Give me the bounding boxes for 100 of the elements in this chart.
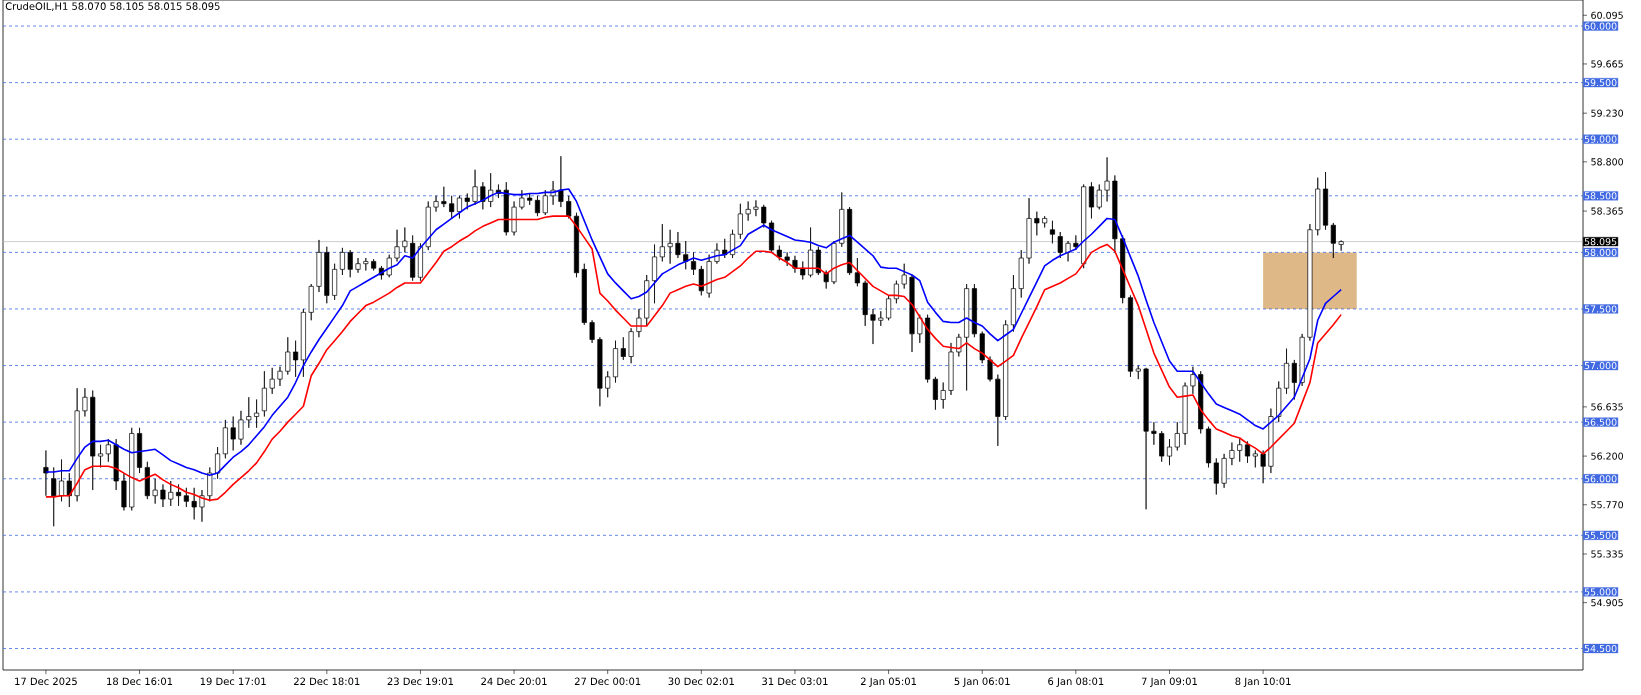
candlestick [1081, 184, 1087, 269]
candlestick [870, 308, 876, 345]
candlestick [152, 478, 158, 504]
candlestick [1229, 442, 1235, 466]
candlestick [402, 227, 408, 253]
candlestick [706, 254, 712, 298]
y-tick-label: 55.335 [1591, 550, 1623, 558]
candlestick [1042, 215, 1048, 228]
candlestick [932, 376, 938, 411]
y-tick-label: 56.635 [1591, 403, 1623, 411]
candlestick [90, 390, 96, 491]
candlestick [925, 314, 931, 383]
candlestick [847, 206, 853, 276]
candlestick [784, 252, 790, 267]
ref-line-label: 60.000 [1584, 22, 1617, 30]
candlestick [1205, 426, 1212, 468]
candlestick [254, 399, 260, 429]
candlestick [698, 265, 704, 296]
ref-line-label: 54.500 [1584, 644, 1617, 653]
candlestick [1135, 365, 1141, 380]
ref-line-label: 59.000 [1584, 135, 1617, 143]
candlestick [464, 193, 470, 210]
x-tick-label: 22 Dec 18:01 [294, 677, 360, 686]
x-tick-label: 27 Dec 00:01 [574, 677, 641, 686]
candlestick [815, 246, 821, 276]
candlestick [737, 203, 743, 240]
candlestick [901, 263, 907, 289]
candlestick [745, 201, 751, 222]
candlestick [761, 204, 767, 228]
candlestick [261, 370, 267, 417]
candlestick [1096, 184, 1102, 210]
candlestick [339, 247, 345, 276]
y-tick-label: 56.200 [1591, 452, 1624, 460]
y-tick-label: 59.665 [1591, 60, 1623, 68]
candlestick [105, 438, 111, 463]
candlestick [1166, 438, 1173, 466]
candlestick [862, 280, 868, 327]
candlestick [886, 295, 892, 321]
candlestick [1174, 421, 1180, 451]
candlestick [503, 181, 509, 236]
candlestick [1291, 359, 1297, 400]
candlestick [1190, 366, 1196, 395]
candlestick [347, 249, 353, 278]
candlestick [394, 229, 400, 262]
candlestick [644, 274, 650, 327]
candlestick [246, 396, 252, 429]
candlestick [1283, 348, 1290, 395]
candlestick [277, 366, 283, 387]
x-tick-label: 17 Dec 2025 [15, 677, 77, 686]
candlestick [1018, 249, 1024, 298]
candlestick [612, 340, 619, 383]
candlestick [1330, 222, 1336, 259]
candlestick [456, 195, 462, 219]
candlestick [1120, 235, 1126, 304]
candlestick [191, 487, 197, 520]
candlestick [417, 242, 423, 282]
candlestick [971, 283, 977, 338]
candlestick [605, 370, 611, 398]
x-tick-label: 8 Jan 10:01 [1235, 677, 1291, 687]
candlestick [573, 212, 580, 278]
candlestick [1003, 319, 1009, 421]
candlestick [1034, 211, 1040, 236]
candlestick [1112, 175, 1118, 253]
ref-line-label: 57.000 [1584, 361, 1617, 370]
candlestick [542, 189, 548, 216]
candlestick [597, 336, 603, 407]
candlestick [176, 484, 182, 507]
candlestick [659, 223, 665, 262]
candlestick [511, 201, 517, 236]
ref-line-label: 56.000 [1584, 475, 1617, 483]
candlestick [293, 340, 299, 378]
candlestick [1315, 177, 1321, 236]
candlestick [144, 461, 150, 500]
candlestick [995, 374, 1001, 447]
candlestick [722, 238, 728, 259]
candlestick [371, 258, 377, 271]
candlestick [909, 274, 915, 353]
x-tick-label: 6 Jan 08:01 [1048, 677, 1104, 687]
y-tick-label: 59.230 [1591, 109, 1624, 117]
candlestick [769, 220, 775, 253]
candlestick [675, 231, 681, 259]
candlestick [74, 387, 80, 502]
candlestick [238, 410, 244, 446]
candlestick [534, 195, 541, 217]
candlestick [1049, 220, 1055, 244]
x-tick-label: 18 Dec 16:01 [107, 677, 173, 686]
candlestick [441, 186, 447, 208]
candlestick [1307, 223, 1313, 342]
candlestick [308, 283, 314, 321]
candlestick [285, 336, 291, 375]
candlestick [878, 310, 884, 327]
candlestick [1276, 381, 1282, 423]
candlestick [1088, 181, 1094, 219]
candlestick [1244, 441, 1251, 464]
candlestick [917, 314, 923, 344]
candlestick [690, 252, 697, 276]
ref-line-label: 58.095 [1584, 238, 1617, 246]
candlestick [449, 195, 455, 219]
candlestick [300, 308, 306, 378]
candlestick [1073, 235, 1079, 251]
